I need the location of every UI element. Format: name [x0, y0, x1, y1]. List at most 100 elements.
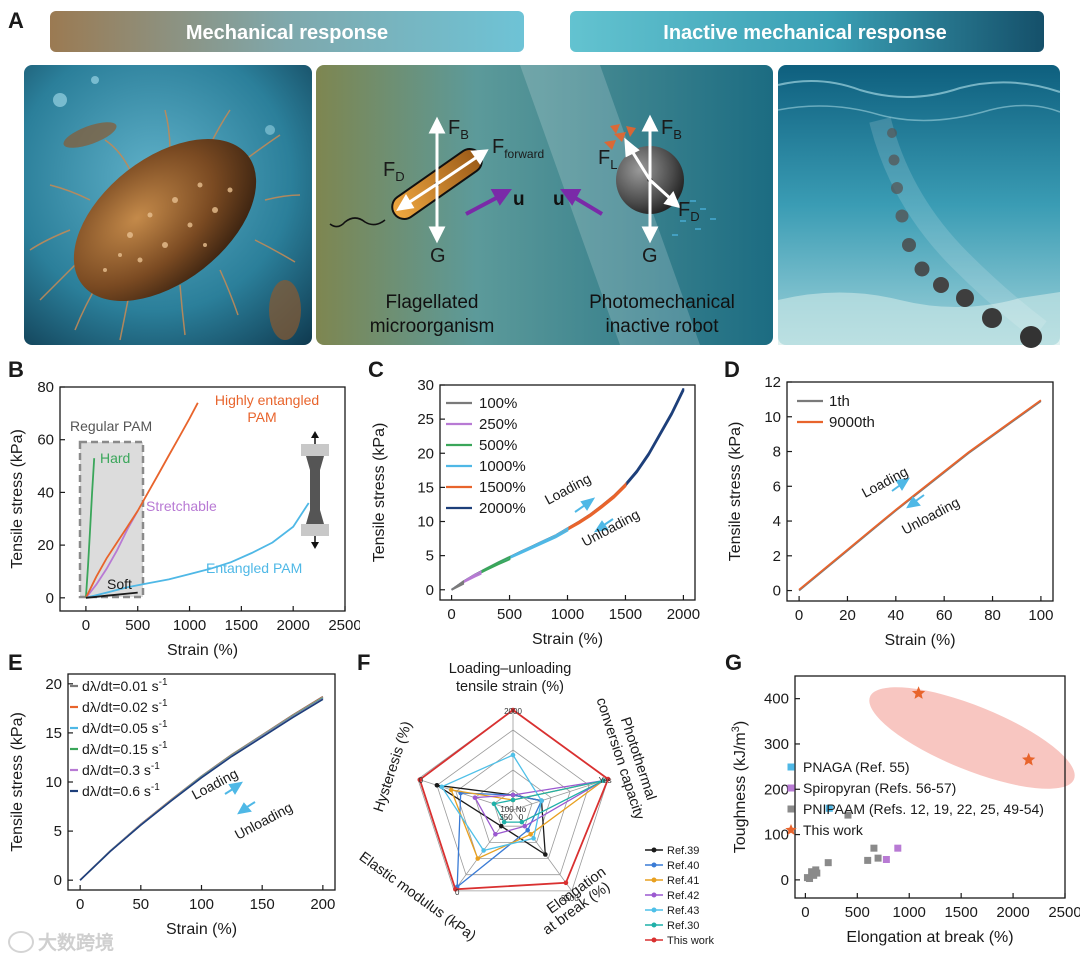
panel-g: G 0 500 1000 1500 2000 2500 0 100 200 300 400 Elong… [725, 650, 1080, 946]
label-fb-left: FB [448, 117, 469, 142]
x-tick-label: 2500 [1048, 904, 1080, 921]
label-unloading: Unloading [232, 799, 295, 843]
scatter-point [825, 804, 833, 812]
watermark: 大数跨境 [8, 928, 114, 955]
y-tick-label: 0 [773, 583, 781, 600]
y-axis-label: Tensile stress (kPa) [371, 423, 388, 563]
radar-series [418, 708, 610, 891]
y-tick-label: 30 [417, 377, 434, 394]
y-tick-label: 2 [773, 548, 781, 565]
radar-series [440, 754, 543, 852]
radar-tick-label: Yes [599, 776, 612, 785]
watermark-logo-icon [8, 930, 34, 953]
label-fd-left: FD [383, 159, 405, 184]
panel-c: C 0 500 1000 1500 2000 0 5 10 15 20 25 30 Strain (%)… [368, 357, 700, 648]
radar-tick-label: 0 [419, 776, 424, 785]
this-work-highlight [869, 687, 1075, 789]
legend-label: dλ/dt=0.02 s-1 [82, 698, 168, 715]
label-g-left: G [430, 245, 446, 267]
legend-label: This work [803, 822, 864, 838]
panel-e: E 0 50 100 150 200 0 5 10 15 20 Strain (%) Tensile … [8, 650, 336, 938]
radar-tick-label: 2000 [504, 707, 522, 716]
y-tick-label: 80 [37, 379, 54, 396]
y-tick-label: 0 [781, 872, 789, 889]
scatter-point [806, 875, 814, 883]
radar-axis-label: tensile strain (%) [456, 679, 564, 695]
y-tick-label: 20 [37, 537, 54, 554]
scatter-point [813, 869, 821, 877]
radar-point [417, 777, 423, 783]
legend-label: 100% [479, 395, 517, 412]
scatter-star [1022, 752, 1036, 766]
label-fforward: Fforward [492, 136, 544, 161]
x-tick-label: 60 [936, 607, 953, 624]
x-tick-label: 2000 [667, 606, 700, 623]
radar-tick-label: 0 [455, 888, 460, 897]
radar-point [498, 823, 504, 829]
scatter-point [808, 868, 816, 876]
label-unloading: Unloading [579, 506, 642, 550]
legend-label: dλ/dt=0.01 s-1 [82, 677, 168, 694]
legend-label: Ref.30 [667, 920, 699, 932]
legend-label: Ref.40 [667, 860, 699, 872]
y-tick-label: 6 [773, 478, 781, 495]
radar-axis-label: Hysteresis (%) [371, 719, 415, 814]
x-tick-label: 100 [189, 896, 214, 913]
legend-label: dλ/dt=0.6 s-1 [82, 782, 160, 799]
legend-marker [651, 937, 657, 943]
y-tick-label: 10 [764, 409, 781, 426]
legend-label: 250% [479, 416, 517, 433]
scatter-point [882, 855, 890, 863]
radar-grid-ring [455, 749, 571, 859]
radar-point [481, 848, 486, 853]
caption-left-2: microorganism [370, 316, 495, 337]
legend-label: dλ/dt=0.05 s-1 [82, 719, 168, 736]
series-entangled-pam [85, 502, 310, 599]
y-tick-label: 0 [54, 872, 62, 889]
radar-point [543, 852, 548, 857]
x-axis-label: Strain (%) [532, 631, 603, 648]
y-tick-label: 0 [426, 582, 434, 599]
legend-label: 2000% [479, 500, 526, 517]
radar-point [453, 886, 458, 892]
panel-letter: B [8, 357, 24, 382]
x-tick-label: 0 [76, 896, 84, 913]
x-tick-label: 1500 [944, 904, 977, 921]
x-axis-label: Elongation at break (%) [846, 929, 1013, 946]
scatter-point [874, 854, 882, 862]
y-tick-label: 0 [46, 590, 54, 607]
legend-marker [651, 892, 657, 898]
x-axis-label: Strain (%) [167, 642, 238, 659]
series-soft [85, 591, 138, 599]
x-axis-label: Strain (%) [166, 921, 237, 938]
legend-label: Ref.41 [667, 875, 699, 887]
radar-point [539, 798, 544, 804]
x-tick-label: 100 [1028, 607, 1053, 624]
label-entangled-pam: Entangled PAM [206, 560, 302, 576]
scatter-star [785, 824, 797, 835]
radar-point [439, 784, 444, 790]
x-tick-label: 0 [447, 606, 455, 623]
x-tick-label: 500 [125, 617, 150, 634]
scatter-point [824, 859, 832, 867]
x-tick-label: 2000 [276, 617, 309, 634]
y-tick-label: 15 [45, 725, 62, 742]
series-stretchable [85, 510, 139, 599]
label-fb-right: FB [661, 117, 682, 142]
y-tick-label: 8 [773, 444, 781, 461]
series-9000th [798, 399, 1042, 591]
x-tick-label: 1500 [225, 617, 258, 634]
radar-point [510, 797, 516, 803]
series-rate [79, 698, 324, 881]
radar-point [448, 787, 454, 793]
loading-arrows [574, 497, 614, 533]
legend-marker [787, 784, 795, 792]
radar-series [492, 779, 604, 823]
radar-axis-label: Loading–unloading [449, 661, 572, 677]
bacterium-illustration [24, 65, 312, 345]
y-tick-label: 10 [45, 774, 62, 791]
scatter-star [911, 686, 926, 699]
loading-arrows [224, 781, 256, 815]
radar-grid-ring [436, 729, 590, 876]
radar-point [472, 795, 478, 800]
